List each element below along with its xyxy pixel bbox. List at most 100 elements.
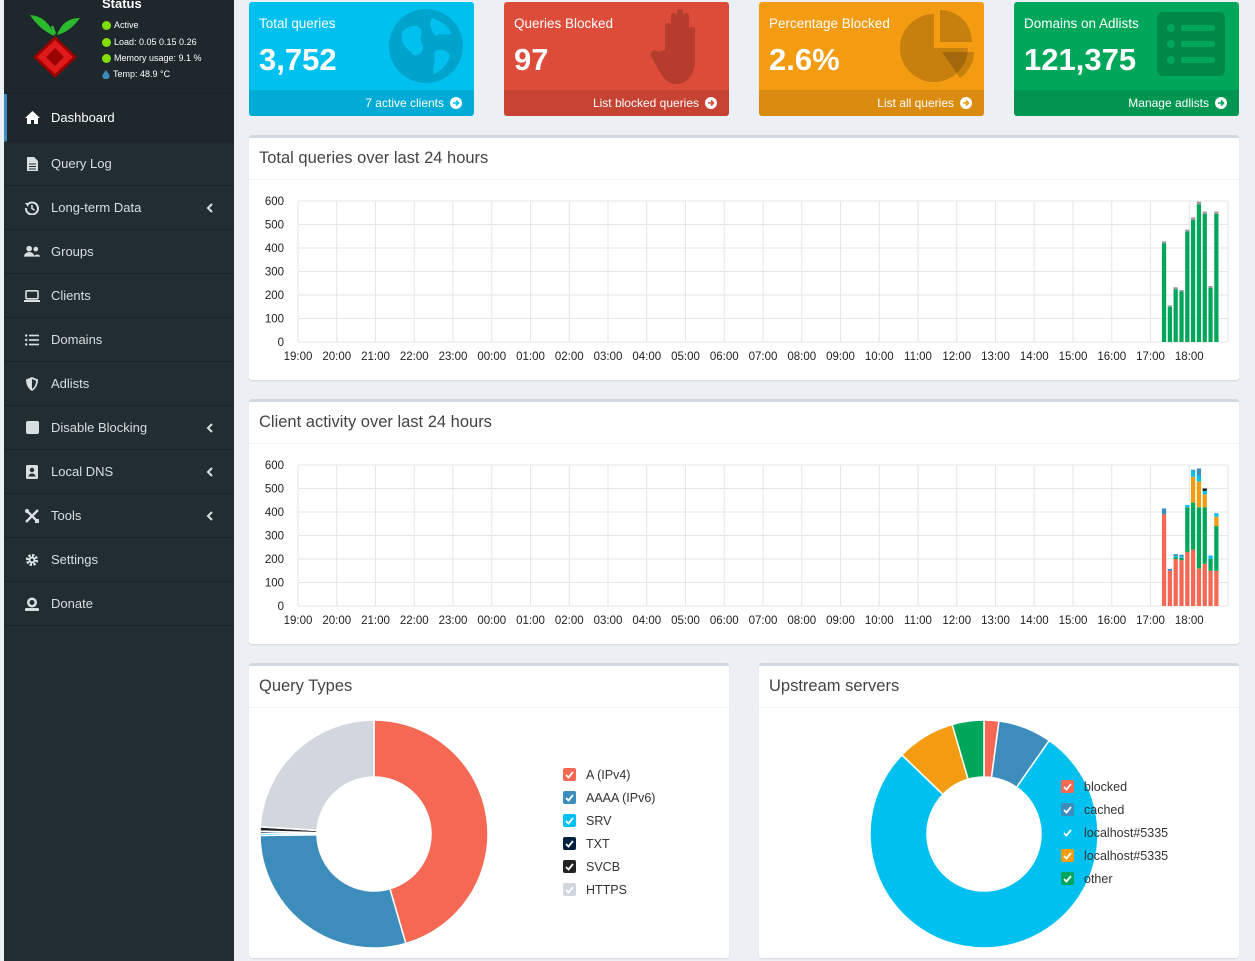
legend-item[interactable]: SRV: [563, 813, 655, 828]
legend-item[interactable]: blocked: [1061, 779, 1168, 794]
bar-segment[interactable]: [1196, 481, 1202, 508]
legend-item[interactable]: other: [1061, 871, 1168, 886]
bar-segment[interactable]: [1202, 213, 1207, 342]
bar-segment[interactable]: [1173, 557, 1178, 559]
bar-segment[interactable]: [1190, 469, 1196, 471]
bar-segment[interactable]: [1214, 213, 1219, 342]
bar-segment[interactable]: [1208, 287, 1213, 342]
sidebar-item-disable-blocking[interactable]: Disable Blocking: [4, 406, 234, 450]
bar-segment[interactable]: [1202, 507, 1207, 564]
bar-segment[interactable]: [1196, 468, 1202, 476]
bar-segment[interactable]: [1185, 231, 1190, 342]
bar-segment[interactable]: [1214, 516, 1219, 527]
bar-segment[interactable]: [1196, 507, 1202, 569]
active-clients-link[interactable]: 7 active clients: [249, 90, 474, 116]
sidebar-item-settings[interactable]: Settings: [4, 538, 234, 582]
bar-segment[interactable]: [1185, 507, 1190, 552]
legend-checkbox-icon[interactable]: [1061, 780, 1074, 793]
sidebar-item-long-term-data[interactable]: Long-term Data: [4, 186, 234, 230]
legend-checkbox-icon[interactable]: [1061, 803, 1074, 816]
bar-segment[interactable]: [1190, 219, 1196, 342]
bar-segment[interactable]: [1202, 494, 1207, 508]
legend-checkbox-icon[interactable]: [563, 837, 576, 850]
bar-segment[interactable]: [1214, 513, 1219, 517]
legend-item[interactable]: AAAA (IPv6): [563, 790, 655, 805]
list-all-queries-link[interactable]: List all queries: [759, 90, 984, 116]
bar-segment[interactable]: [1185, 504, 1190, 508]
bar-segment[interactable]: [1202, 211, 1207, 214]
legend-item[interactable]: localhost#5335: [1061, 825, 1168, 840]
bar-segment[interactable]: [1179, 560, 1184, 606]
sidebar-item-donate[interactable]: Donate: [4, 582, 234, 626]
bar-segment[interactable]: [1190, 549, 1196, 606]
bar-segment[interactable]: [1185, 551, 1190, 606]
bar-segment[interactable]: [1214, 526, 1219, 571]
bar-segment[interactable]: [1196, 568, 1202, 606]
bar-segment[interactable]: [1167, 568, 1173, 571]
legend-checkbox-icon[interactable]: [1061, 849, 1074, 862]
bar-segment[interactable]: [1202, 563, 1207, 606]
bar-segment[interactable]: [1190, 470, 1196, 477]
bar-segment[interactable]: [1179, 557, 1184, 561]
bar-segment[interactable]: [1167, 306, 1173, 342]
bar-segment[interactable]: [1190, 502, 1196, 550]
bar-segment[interactable]: [1173, 559, 1178, 606]
legend-item[interactable]: HTTPS: [563, 882, 655, 897]
sidebar-item-clients[interactable]: Clients: [4, 274, 234, 318]
pie-slice[interactable]: [259, 719, 375, 832]
bar-segment[interactable]: [1208, 570, 1213, 606]
bar-segment[interactable]: [1173, 554, 1178, 556]
bar-segment[interactable]: [1179, 290, 1184, 292]
bar-segment[interactable]: [1161, 241, 1167, 244]
pie-slice[interactable]: [259, 833, 407, 949]
bar-segment[interactable]: [1190, 217, 1196, 220]
legend-checkbox-icon[interactable]: [563, 883, 576, 896]
legend-checkbox-icon[interactable]: [563, 791, 576, 804]
bar-segment[interactable]: [1214, 570, 1219, 606]
sidebar-item-groups[interactable]: Groups: [4, 230, 234, 274]
sidebar-item-dashboard[interactable]: Dashboard: [4, 94, 234, 142]
bar-segment[interactable]: [1214, 211, 1219, 214]
bar-segment[interactable]: [1179, 556, 1184, 558]
client-activity-chart[interactable]: 0 100 200 300 400 500 600 19:00 20:00 21:00 22:00 2…: [249, 402, 1239, 644]
sidebar-item-query-log[interactable]: Query Log: [4, 142, 234, 186]
legend-item[interactable]: A (IPv4): [563, 767, 655, 782]
pie-slice[interactable]: [951, 719, 985, 781]
sidebar-item-adlists[interactable]: Adlists: [4, 362, 234, 406]
bar-segment[interactable]: [1196, 475, 1202, 482]
bar-segment[interactable]: [1167, 570, 1173, 606]
sidebar-item-domains[interactable]: Domains: [4, 318, 234, 362]
pie-slice[interactable]: [869, 739, 1099, 949]
bar-segment[interactable]: [1173, 555, 1178, 558]
bar-segment[interactable]: [1196, 201, 1202, 205]
bar-segment[interactable]: [1190, 476, 1196, 503]
sidebar-item-tools[interactable]: Tools: [4, 494, 234, 538]
legend-item[interactable]: localhost#5335: [1061, 848, 1168, 863]
bar-segment[interactable]: [1161, 243, 1167, 342]
sidebar-item-local-dns[interactable]: Local DNS: [4, 450, 234, 494]
legend-item[interactable]: SVCB: [563, 859, 655, 874]
total-queries-chart[interactable]: 0 100 200 300 400 500 600 19:00 20:00 21:00 22:00 2…: [249, 138, 1239, 380]
legend-item[interactable]: TXT: [563, 836, 655, 851]
bar-segment[interactable]: [1202, 488, 1207, 491]
bar-segment[interactable]: [1161, 514, 1167, 606]
pie-slice[interactable]: [373, 719, 489, 945]
bar-segment[interactable]: [1196, 204, 1202, 342]
query-types-doughnut-chart[interactable]: [249, 666, 729, 958]
legend-checkbox-icon[interactable]: [1061, 826, 1074, 839]
bar-segment[interactable]: [1167, 305, 1173, 307]
bar-segment[interactable]: [1208, 559, 1213, 571]
bar-segment[interactable]: [1173, 289, 1178, 342]
bar-segment[interactable]: [1202, 490, 1207, 495]
legend-checkbox-icon[interactable]: [1061, 872, 1074, 885]
legend-checkbox-icon[interactable]: [563, 860, 576, 873]
legend-checkbox-icon[interactable]: [563, 768, 576, 781]
legend-checkbox-icon[interactable]: [563, 814, 576, 827]
bar-segment[interactable]: [1185, 229, 1190, 232]
bar-segment[interactable]: [1173, 287, 1178, 290]
bar-segment[interactable]: [1161, 508, 1167, 515]
bar-segment[interactable]: [1208, 555, 1213, 559]
bar-segment[interactable]: [1179, 554, 1184, 557]
upstream-servers-doughnut-chart[interactable]: [759, 666, 1239, 958]
bar-segment[interactable]: [1179, 291, 1184, 342]
